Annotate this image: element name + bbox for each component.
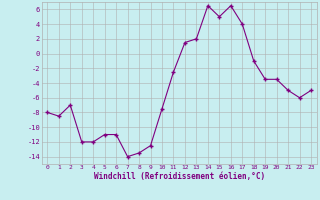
X-axis label: Windchill (Refroidissement éolien,°C): Windchill (Refroidissement éolien,°C) <box>94 172 265 181</box>
